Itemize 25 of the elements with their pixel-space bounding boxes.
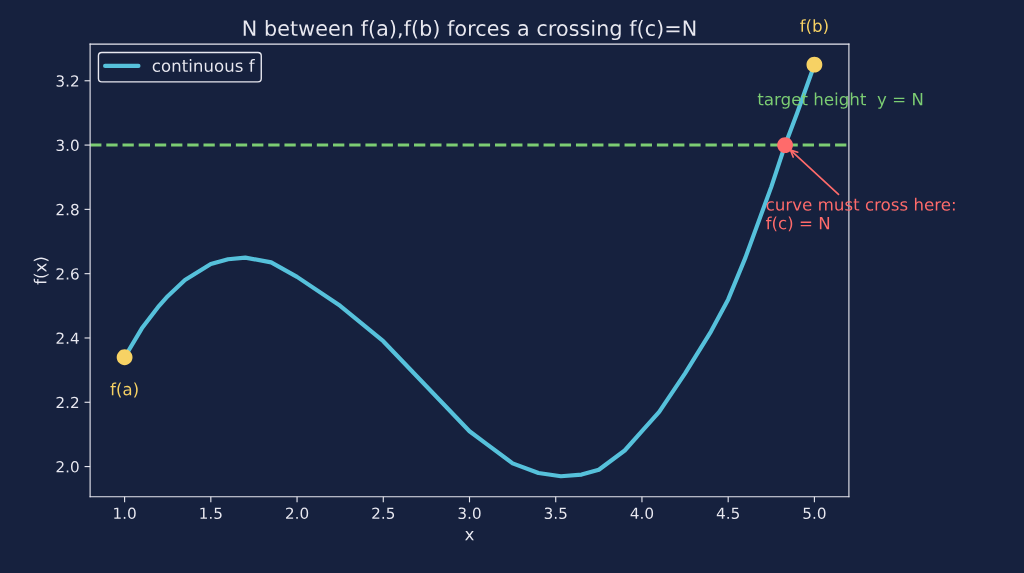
x-axis-title: x <box>465 531 474 541</box>
y-axis-title: f(x) <box>33 257 49 285</box>
x-tick-label: 4.5 <box>716 507 739 520</box>
chart-title: N between f(a),f(b) forces a crossing f(c)=N <box>243 19 696 41</box>
x-tick-label: 1.0 <box>114 507 136 520</box>
x-tick-label: 2.5 <box>372 507 395 520</box>
y-tick-label: 3.2 <box>56 75 79 87</box>
x-tick-label: 5.0 <box>803 507 826 520</box>
y-tick-label: 2.2 <box>56 396 79 409</box>
y-tick-label: 2.6 <box>56 268 79 280</box>
x-tick-label: 1.5 <box>200 507 222 520</box>
legend-label: continuous f <box>152 59 255 73</box>
x-tick-label: 3.5 <box>544 507 567 520</box>
point <box>806 56 823 73</box>
y-tick-label: 2.0 <box>56 461 79 473</box>
series-label: f(a) <box>110 382 138 398</box>
series-label: f(b) <box>800 19 828 34</box>
x-tick-label: 3.0 <box>458 507 481 520</box>
point <box>116 349 133 366</box>
y-tick-label: 2.8 <box>56 203 79 216</box>
y-tick-label: 2.4 <box>56 332 79 344</box>
y-tick-label: 3.0 <box>56 139 79 152</box>
x-tick-label: 2.0 <box>286 507 309 520</box>
x-tick-label: 4.0 <box>630 507 654 520</box>
point <box>777 137 794 153</box>
